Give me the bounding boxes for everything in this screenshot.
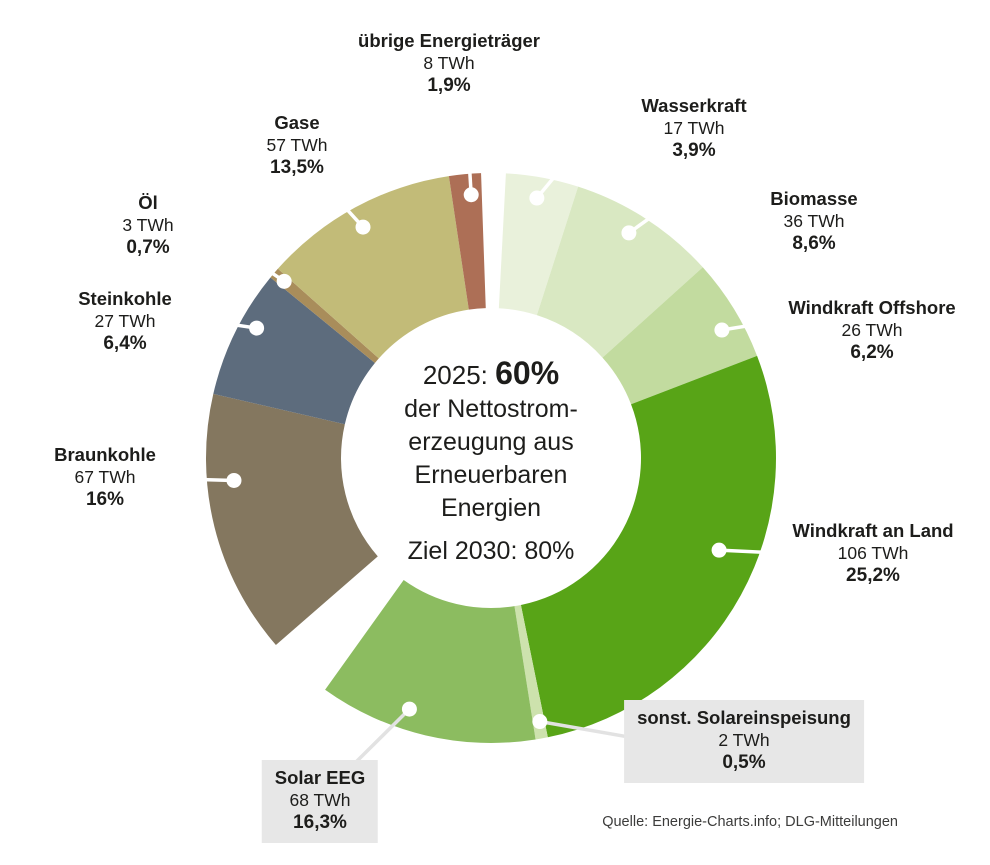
label-twh-biomasse: 36 TWh <box>783 211 845 231</box>
center-target-line: Ziel 2030: 80% <box>407 537 575 565</box>
leader-dot-biomasse <box>621 225 637 241</box>
segment-steinkohle <box>213 277 375 425</box>
label-pct-uebrige-energietraeger: 1,9% <box>427 75 471 96</box>
leader-line-windkraft-an-land <box>719 548 779 555</box>
leader-line-wasserkraft <box>535 138 587 200</box>
segment-uebrige-energietraeger <box>448 173 486 310</box>
center-body-line-4: Energien <box>440 494 542 522</box>
label-wasserkraft: Wasserkraft 17 TWh 3,9% <box>641 95 746 162</box>
leader-dot-wasserkraft <box>529 190 545 206</box>
label-twh-windkraft-offshore: 26 TWh <box>841 320 903 340</box>
label-pct-solar-eeg: 16,3% <box>293 812 347 833</box>
leader-dot-gase <box>355 219 371 235</box>
label-twh-sonst-solareinspeisung: 2 TWh <box>718 730 770 750</box>
segment-oel <box>270 268 379 363</box>
label-pct-braunkohle: 16% <box>85 489 125 510</box>
leader-dot-windkraft-an-land <box>711 542 727 558</box>
segment-wasserkraft <box>498 173 579 316</box>
label-name-uebrige-energietraeger: übrige Energieträger <box>358 30 540 51</box>
label-name-biomasse: Biomasse <box>770 188 858 209</box>
segment-windkraft-an-land <box>520 355 777 738</box>
segment-braunkohle <box>206 393 378 645</box>
label-twh-uebrige-energietraeger: 8 TWh <box>423 53 475 73</box>
label-pct-windkraft-an-land: 25,2% <box>846 565 900 586</box>
center-body-line-3: Erneuerbaren <box>414 461 568 489</box>
label-pct-wasserkraft: 3,9% <box>672 140 716 161</box>
label-twh-braunkohle: 67 TWh <box>74 467 136 487</box>
label-pct-gase: 13,5% <box>270 157 324 178</box>
label-steinkohle: Steinkohle 27 TWh 6,4% <box>78 288 172 355</box>
label-sonst-solareinspeisung: sonst. Solareinspeisung 2 TWh 0,5% <box>624 700 864 783</box>
label-name-oel: Öl <box>138 192 158 213</box>
leader-line-biomasse <box>627 190 688 235</box>
label-pct-steinkohle: 6,4% <box>103 333 147 354</box>
label-twh-windkraft-an-land: 106 TWh <box>837 543 909 563</box>
label-name-wasserkraft: Wasserkraft <box>641 95 747 116</box>
label-windkraft-an-land: Windkraft an Land 106 TWh 25,2% <box>792 520 953 587</box>
label-twh-solar-eeg: 68 TWh <box>289 790 351 810</box>
leader-line-gase <box>310 169 365 229</box>
source-credit: Quelle: Energie-Charts.info; DLG-Mitteil… <box>602 814 898 830</box>
label-uebrige-energietraeger: übrige Energieträger 8 TWh 1,9% <box>358 30 540 97</box>
leader-dot-uebrige-energietraeger <box>463 187 479 203</box>
label-twh-wasserkraft: 17 TWh <box>663 118 725 138</box>
leader-line-braunkohle <box>181 477 235 483</box>
leader-line-windkraft-offshore <box>721 317 791 332</box>
center-body-line-1: der Nettostrom- <box>404 395 578 423</box>
label-twh-steinkohle: 27 TWh <box>94 311 156 331</box>
chart-center-text: 2025: 60% der Nettostrom- erzeugung aus … <box>336 338 646 583</box>
label-name-gase: Gase <box>274 112 320 133</box>
label-name-solar-eeg: Solar EEG <box>274 767 366 788</box>
segment-sonst-solareinspeisung <box>514 604 548 740</box>
label-pct-windkraft-offshore: 6,2% <box>850 342 894 363</box>
label-twh-gase: 57 TWh <box>266 135 328 155</box>
label-windkraft-offshore: Windkraft Offshore 26 TWh 6,2% <box>788 297 955 364</box>
center-body-line-2: erzeugung aus <box>408 428 574 456</box>
label-pct-oel: 0,7% <box>126 237 170 258</box>
label-oel: Öl 3 TWh 0,7% <box>122 192 173 259</box>
label-biomasse: Biomasse 36 TWh 8,6% <box>770 188 857 255</box>
label-name-sonst-solareinspeisung: sonst. Solareinspeisung <box>637 707 851 728</box>
label-braunkohle: Braunkohle 67 TWh 16% <box>54 444 156 511</box>
leader-line-solar-eeg <box>352 707 411 766</box>
label-solar-eeg: Solar EEG 68 TWh 16,3% <box>261 760 379 843</box>
label-twh-oel: 3 TWh <box>122 215 174 235</box>
center-share-line: 2025: 60% <box>423 355 559 393</box>
leader-line-uebrige-energietraeger <box>464 109 473 195</box>
segment-solar-eeg <box>325 579 536 743</box>
label-name-windkraft-offshore: Windkraft Offshore <box>788 297 956 318</box>
segment-gase <box>277 176 469 359</box>
center-share-value: 60% <box>495 355 560 391</box>
leader-dot-oel <box>276 273 292 289</box>
label-pct-biomasse: 8,6% <box>792 233 836 254</box>
leader-dot-sonst-solareinspeisung <box>532 714 548 730</box>
leader-dot-braunkohle <box>226 472 242 488</box>
label-name-windkraft-an-land: Windkraft an Land <box>792 520 954 541</box>
label-pct-sonst-solareinspeisung: 0,5% <box>722 752 766 773</box>
leader-line-oel <box>227 241 286 283</box>
label-name-steinkohle: Steinkohle <box>78 288 172 309</box>
center-year: 2025: <box>422 360 488 390</box>
label-name-braunkohle: Braunkohle <box>54 444 156 465</box>
segment-biomasse <box>536 186 703 358</box>
leader-dot-windkraft-offshore <box>714 322 730 338</box>
segment-windkraft-offshore <box>602 267 758 405</box>
leader-dot-solar-eeg <box>401 701 417 717</box>
leader-line-steinkohle <box>201 318 257 330</box>
label-gase: Gase 57 TWh 13,5% <box>267 112 328 179</box>
leader-dot-steinkohle <box>249 320 265 336</box>
